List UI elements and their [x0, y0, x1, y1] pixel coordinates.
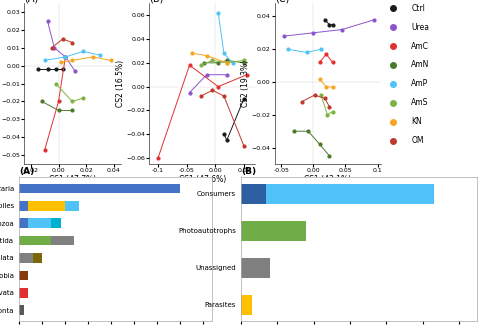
Text: Urea: Urea	[411, 23, 429, 31]
Bar	[241, 295, 252, 315]
Bar	[52, 218, 61, 228]
Bar	[19, 271, 28, 280]
Bar	[19, 236, 52, 245]
Bar	[19, 184, 180, 193]
Text: AmC: AmC	[411, 42, 429, 51]
X-axis label: CS1 (47.6%): CS1 (47.6%)	[179, 174, 226, 184]
Text: (B): (B)	[241, 167, 256, 176]
Text: Ctrl: Ctrl	[411, 4, 425, 12]
Text: AmP: AmP	[411, 79, 428, 89]
Bar	[33, 253, 42, 263]
Bar	[65, 201, 79, 211]
Bar	[267, 184, 434, 204]
Y-axis label: CS2 (19.3%): CS2 (19.3%)	[241, 60, 250, 107]
Bar	[241, 221, 307, 241]
Bar	[19, 305, 24, 315]
Bar	[19, 218, 28, 228]
Text: (A): (A)	[24, 0, 39, 3]
Text: (B): (B)	[149, 0, 164, 3]
Bar	[19, 288, 28, 297]
Y-axis label: CS2 (16.5%): CS2 (16.5%)	[116, 60, 125, 107]
Bar	[52, 236, 74, 245]
X-axis label: CS1 (43.1%): CS1 (43.1%)	[304, 174, 351, 184]
Text: KN: KN	[411, 117, 422, 126]
Bar	[241, 257, 270, 278]
X-axis label: CS1 (47.7%): CS1 (47.7%)	[49, 174, 96, 184]
Bar	[28, 201, 65, 211]
Bar	[241, 184, 267, 204]
Bar	[19, 201, 28, 211]
Bar	[19, 253, 33, 263]
Text: AmS: AmS	[411, 98, 428, 108]
Text: (A): (A)	[19, 167, 35, 176]
Text: OM: OM	[411, 136, 424, 145]
Bar	[28, 218, 52, 228]
Text: AmN: AmN	[411, 60, 429, 70]
Text: (C): (C)	[275, 0, 289, 3]
